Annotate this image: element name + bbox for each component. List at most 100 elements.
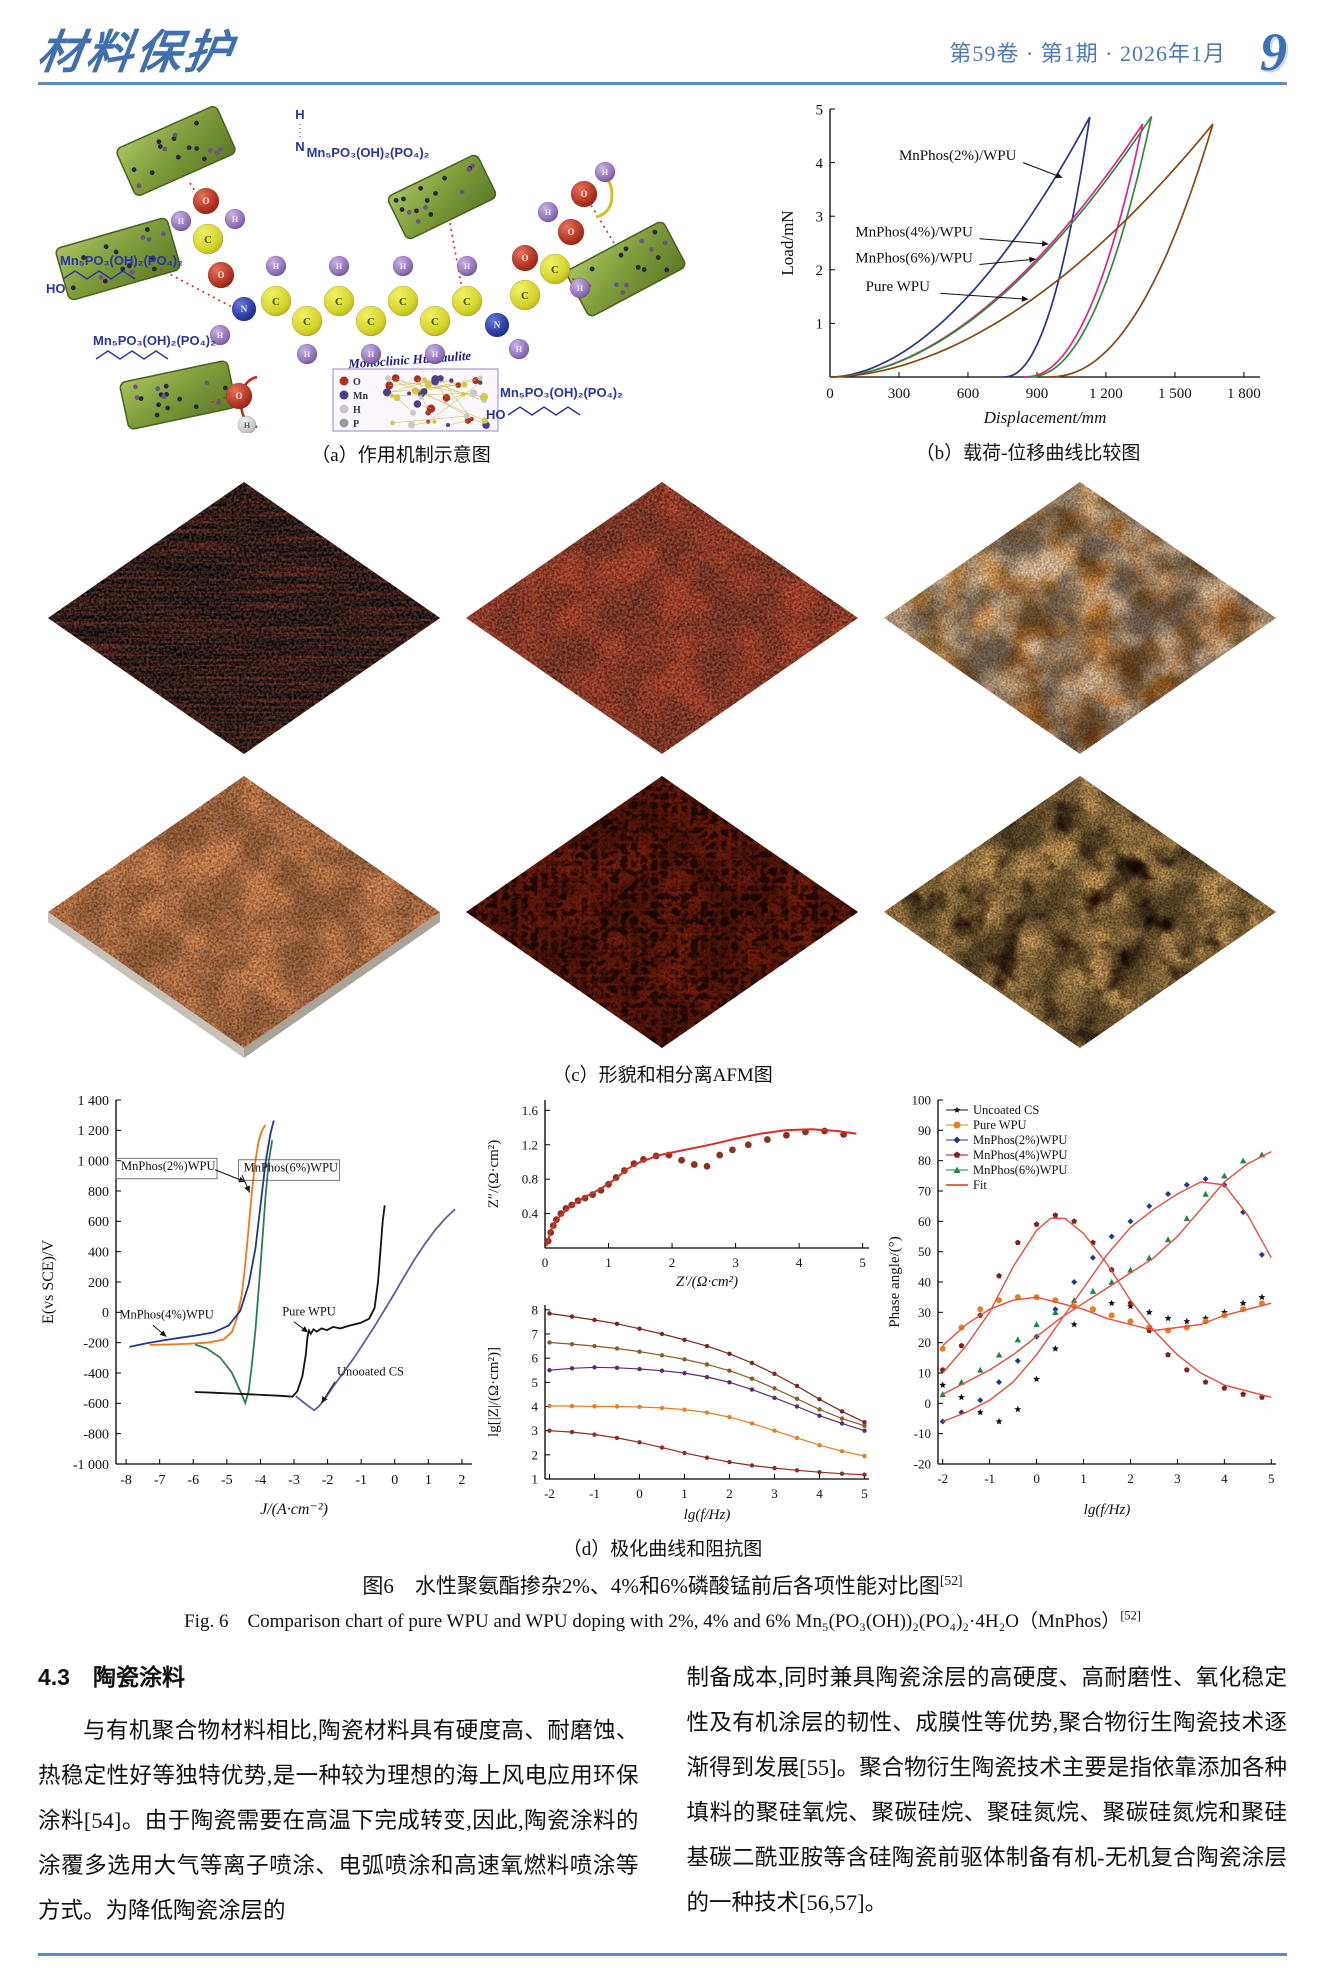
svg-text:3: 3 <box>1174 1471 1181 1486</box>
legend-dot-O <box>339 376 349 386</box>
mechanism-diagram: Monoclinic Hureaulite O Mn H P COH HONHCH… <box>46 106 686 435</box>
svg-text:O: O <box>217 270 224 280</box>
svg-text:4: 4 <box>1221 1471 1228 1486</box>
polarization-chart: -8 -7 -6 -5 -4 -3 -2 -1 0 1 2 -1 000 -800 -600 -400 -20… <box>38 1092 480 1527</box>
svg-text:Pure WPU: Pure WPU <box>282 1304 336 1318</box>
ho-label: HO <box>486 407 506 422</box>
legend-label-H: H <box>353 405 361 416</box>
ho-label: HO <box>46 281 66 296</box>
svg-text:1 000: 1 000 <box>78 1155 110 1170</box>
svg-text:40: 40 <box>918 1275 931 1290</box>
svg-text:600: 600 <box>88 1215 109 1230</box>
svg-text:1 800: 1 800 <box>1227 386 1261 402</box>
svg-text:0.4: 0.4 <box>522 1206 539 1221</box>
figure-title-zh: 图6 水性聚氨酯掺杂2%、4%和6%磷酸锰前后各项性能对比图[52] <box>38 1570 1287 1600</box>
crystal-slab <box>119 360 237 430</box>
svg-text:H: H <box>273 262 280 271</box>
svg-text:-2: -2 <box>937 1471 948 1486</box>
header-right: 第59卷 · 第1期 · 2026年1月 9 <box>949 22 1287 83</box>
legend-label-Mn: Mn <box>353 391 368 402</box>
svg-text:O: O <box>567 227 574 237</box>
svg-text:-6: -6 <box>187 1473 199 1488</box>
svg-text:H: H <box>545 208 552 217</box>
chemical-structure <box>62 270 136 280</box>
svg-text:70: 70 <box>918 1184 931 1199</box>
bond-connector <box>159 268 233 308</box>
svg-text:C: C <box>335 296 343 308</box>
svg-text:C: C <box>521 290 529 302</box>
svg-text:-20: -20 <box>914 1457 931 1472</box>
page-header: 材料保护 第59卷 · 第1期 · 2026年1月 9 <box>34 14 1287 83</box>
svg-text:O: O <box>235 391 242 401</box>
svg-text:2: 2 <box>816 263 824 279</box>
svg-text:MnPhos(2%)/WPU: MnPhos(2%)/WPU <box>899 148 1017 164</box>
svg-text:100: 100 <box>912 1093 932 1108</box>
svg-text:800: 800 <box>88 1185 109 1200</box>
svg-text:5: 5 <box>1268 1471 1275 1486</box>
load-displacement-chart: 0 300 600 900 1 200 1 500 1 800 1 2 3 4 5 Displaceme… <box>778 99 1278 436</box>
svg-text:H: H <box>232 215 239 224</box>
svg-text:MnPhos(6%)/WPU: MnPhos(6%)/WPU <box>855 250 973 266</box>
svg-text:H: H <box>244 421 251 430</box>
svg-text:5: 5 <box>816 102 824 118</box>
svg-text:0: 0 <box>925 1396 932 1411</box>
svg-text:5: 5 <box>859 1255 866 1270</box>
legend-label-P: P <box>353 419 359 430</box>
svg-text:5: 5 <box>532 1375 539 1390</box>
svg-text:200: 200 <box>88 1276 109 1291</box>
svg-text:Pure WPU: Pure WPU <box>866 279 930 295</box>
figure-title-en-text: Fig. 6 Comparison chart of pure WPU and … <box>184 1611 1121 1632</box>
svg-text:J/(A·cm⁻²): J/(A·cm⁻²) <box>260 1501 328 1518</box>
svg-text:-200: -200 <box>83 1337 109 1352</box>
svg-text:H: H <box>400 262 407 271</box>
svg-text:lg(f/Hz): lg(f/Hz) <box>684 1507 731 1523</box>
svg-text:H: H <box>602 168 609 177</box>
svg-text:1: 1 <box>816 317 824 333</box>
svg-text:0: 0 <box>391 1473 398 1488</box>
body-text-section: 4.3 陶瓷涂料 与有机聚合物材料相比,陶瓷材料具有硬度高、耐磨蚀、热稳定性好等… <box>38 1655 1287 1933</box>
svg-text:Pure WPU: Pure WPU <box>973 1118 1027 1132</box>
svg-text:2: 2 <box>669 1255 676 1270</box>
svg-text:H: H <box>577 284 584 293</box>
svg-text:-1: -1 <box>984 1471 995 1486</box>
svg-text:MnPhos(2%)WPU: MnPhos(2%)WPU <box>973 1133 1067 1147</box>
svg-text:H: H <box>304 350 311 359</box>
svg-text:Load/mN: Load/mN <box>778 210 797 275</box>
svg-text:10: 10 <box>918 1366 931 1381</box>
page-number: 9 <box>1260 22 1287 83</box>
svg-text:1: 1 <box>425 1473 432 1488</box>
n-label: N <box>295 139 304 154</box>
svg-text:O: O <box>202 196 209 206</box>
afm-image-5 <box>465 776 858 1048</box>
svg-text:5: 5 <box>861 1486 868 1501</box>
svg-text:6: 6 <box>532 1351 539 1366</box>
bond-connector <box>590 204 615 244</box>
crystal-slab <box>387 154 497 240</box>
mnphos-formula: Mn₅PO₃(OH)₂(PO₄)₂ <box>60 253 183 268</box>
svg-text:50: 50 <box>918 1244 931 1259</box>
figure-title-en: Fig. 6 Comparison chart of pure WPU and … <box>38 1606 1287 1633</box>
svg-text:3: 3 <box>816 209 824 225</box>
svg-text:lg[|Z|/(Ω·cm²)]: lg[|Z|/(Ω·cm²)] <box>486 1347 502 1437</box>
svg-text:-1: -1 <box>589 1486 600 1501</box>
svg-text:1 400: 1 400 <box>78 1094 110 1109</box>
svg-text:MnPhos(4%)/WPU: MnPhos(4%)/WPU <box>855 225 973 241</box>
bode-magnitude-chart: -2 -1 0 1 2 3 4 5 1 2 3 4 5 6 7 8 lg(f/Hz) lg[|Z|/(Ω·cm²)… <box>483 1301 881 1532</box>
caption-d: （d）极化曲线和阻抗图 <box>562 1539 763 1560</box>
svg-text:MnPhos(2%)WPU: MnPhos(2%)WPU <box>121 1159 215 1173</box>
header-rule <box>38 82 1287 85</box>
svg-text:-8: -8 <box>120 1473 132 1488</box>
svg-text:H: H <box>516 345 523 354</box>
svg-text:-2: -2 <box>322 1473 334 1488</box>
afm-image-4 <box>47 776 440 1058</box>
svg-text:60: 60 <box>918 1214 931 1229</box>
svg-text:300: 300 <box>888 386 911 402</box>
svg-text:MnPhos(4%)WPU: MnPhos(4%)WPU <box>119 1307 213 1321</box>
svg-text:600: 600 <box>957 386 980 402</box>
svg-text:2: 2 <box>532 1447 539 1462</box>
svg-text:1 200: 1 200 <box>1089 386 1123 402</box>
svg-text:3: 3 <box>532 1423 539 1438</box>
